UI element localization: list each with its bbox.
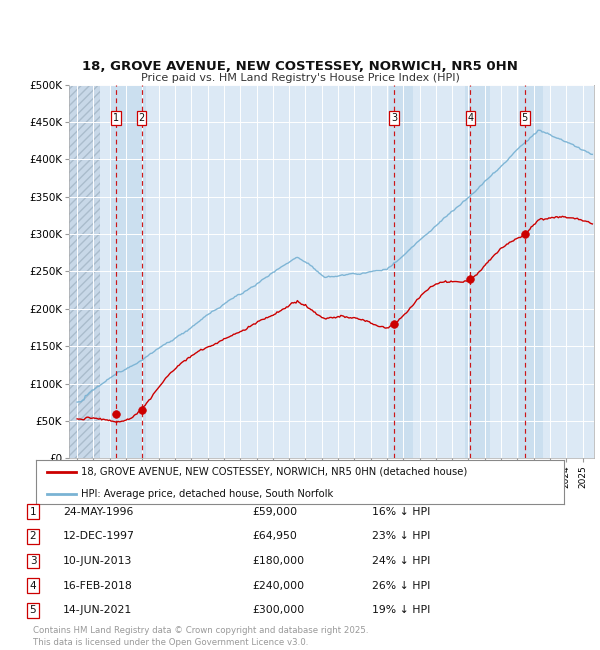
Text: 16% ↓ HPI: 16% ↓ HPI (372, 506, 430, 517)
Text: 23% ↓ HPI: 23% ↓ HPI (372, 531, 430, 541)
Text: 2: 2 (139, 113, 145, 123)
Text: 4: 4 (467, 113, 473, 123)
Text: Contains HM Land Registry data © Crown copyright and database right 2025.
This d: Contains HM Land Registry data © Crown c… (33, 626, 368, 647)
Text: HPI: Average price, detached house, South Norfolk: HPI: Average price, detached house, Sout… (81, 489, 333, 499)
Text: 4: 4 (29, 580, 37, 591)
Text: 1: 1 (113, 113, 119, 123)
Text: £59,000: £59,000 (252, 506, 297, 517)
Text: £64,950: £64,950 (252, 531, 297, 541)
Text: 2: 2 (29, 531, 37, 541)
Text: 5: 5 (29, 605, 37, 616)
Text: 14-JUN-2021: 14-JUN-2021 (63, 605, 132, 616)
Text: 3: 3 (391, 113, 397, 123)
Text: £300,000: £300,000 (252, 605, 304, 616)
Text: 16-FEB-2018: 16-FEB-2018 (63, 580, 133, 591)
Text: £240,000: £240,000 (252, 580, 304, 591)
Text: 12-DEC-1997: 12-DEC-1997 (63, 531, 135, 541)
Text: 18, GROVE AVENUE, NEW COSTESSEY, NORWICH, NR5 0HN (detached house): 18, GROVE AVENUE, NEW COSTESSEY, NORWICH… (81, 467, 467, 477)
Text: 5: 5 (521, 113, 528, 123)
Text: 10-JUN-2013: 10-JUN-2013 (63, 556, 133, 566)
Text: 19% ↓ HPI: 19% ↓ HPI (372, 605, 430, 616)
Bar (519, 84, 544, 458)
Text: 3: 3 (29, 556, 37, 566)
Text: 24-MAY-1996: 24-MAY-1996 (63, 506, 133, 517)
Text: 26% ↓ HPI: 26% ↓ HPI (372, 580, 430, 591)
Text: 1: 1 (29, 506, 37, 517)
Text: £180,000: £180,000 (252, 556, 304, 566)
Text: 18, GROVE AVENUE, NEW COSTESSEY, NORWICH, NR5 0HN: 18, GROVE AVENUE, NEW COSTESSEY, NORWICH… (82, 60, 518, 73)
Bar (389, 84, 413, 458)
Bar (110, 84, 146, 458)
Text: Price paid vs. HM Land Registry's House Price Index (HPI): Price paid vs. HM Land Registry's House … (140, 73, 460, 83)
Bar (69, 84, 100, 458)
Bar (465, 84, 490, 458)
Text: 24% ↓ HPI: 24% ↓ HPI (372, 556, 430, 566)
